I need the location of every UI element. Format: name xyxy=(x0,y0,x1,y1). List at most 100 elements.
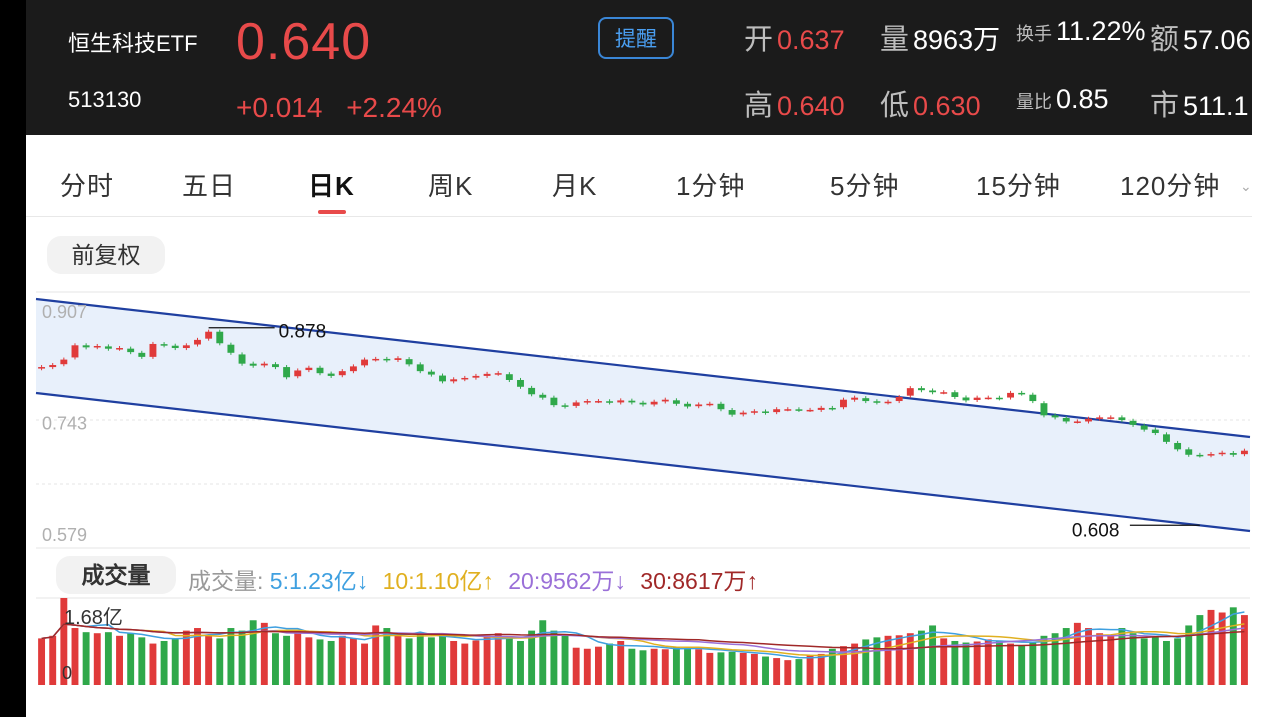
stat-volume: 量 8963万 xyxy=(880,24,1001,56)
tab-weekly-k[interactable]: 周K xyxy=(428,171,474,201)
security-code: 513130 xyxy=(68,87,142,112)
volume-bar xyxy=(650,648,658,685)
volume-bar xyxy=(995,640,1003,685)
tab-daily-k[interactable]: 日K xyxy=(308,171,355,201)
volume-bar xyxy=(606,643,614,685)
volume-bar xyxy=(1163,640,1170,685)
volume-bar xyxy=(862,639,870,685)
volume-bar xyxy=(628,648,636,685)
candle-body xyxy=(1107,417,1115,419)
volume-bar xyxy=(349,638,357,685)
volume-bar xyxy=(260,622,268,685)
candle-body xyxy=(1018,392,1026,395)
candle-body xyxy=(160,344,168,346)
volume-bar xyxy=(728,651,736,685)
candle-body xyxy=(1218,452,1226,455)
tab-five-day[interactable]: 五日 xyxy=(182,171,237,201)
volume-bar xyxy=(372,625,380,685)
candle-body xyxy=(461,377,469,380)
volume-bar xyxy=(227,628,235,685)
tab-monthly-k[interactable]: 月K xyxy=(552,171,598,201)
candle-body xyxy=(1140,425,1148,430)
volume-bar xyxy=(1229,607,1237,685)
candle-body xyxy=(706,403,714,406)
volume-bar xyxy=(416,633,424,685)
candle-body xyxy=(672,400,680,404)
volume-indicator-button[interactable]: 成交量 xyxy=(56,556,176,594)
volume-bar xyxy=(739,652,747,685)
remind-button[interactable]: 提醒 xyxy=(598,17,674,59)
candle-body xyxy=(1007,392,1014,398)
volume-zero-label: 0 xyxy=(62,663,72,683)
candle-body xyxy=(895,396,903,402)
channel-upper-line xyxy=(35,297,1251,439)
volume-bar xyxy=(149,643,157,685)
volume-bar xyxy=(383,628,391,685)
candle-body xyxy=(294,370,302,377)
candle-body xyxy=(873,401,881,403)
candle-body xyxy=(840,399,847,408)
volume-bar xyxy=(483,635,491,685)
volume-bar xyxy=(1218,612,1226,685)
volume-bar xyxy=(194,628,201,685)
volume-bar xyxy=(962,642,970,685)
candle-body xyxy=(316,367,324,374)
candle-body xyxy=(349,366,357,372)
stat-amount: 额 57.06 xyxy=(1150,24,1251,56)
chevron-down-icon[interactable]: ⌄ xyxy=(1240,178,1252,194)
candle-body xyxy=(973,397,981,400)
candle-body xyxy=(38,367,46,369)
candle-body xyxy=(606,401,614,403)
candle-body xyxy=(561,405,569,407)
volume-legend-prefix: 成交量: xyxy=(188,568,264,594)
volume-bar xyxy=(1073,622,1081,685)
tab-1min[interactable]: 1分钟 xyxy=(676,171,746,201)
price-axis-label: 0.743 xyxy=(42,414,87,434)
candle-body xyxy=(962,397,970,401)
volume-bar xyxy=(1085,628,1092,685)
volume-bar xyxy=(405,638,413,685)
left-frame xyxy=(0,0,26,717)
candle-body xyxy=(929,390,937,393)
tab-intraday[interactable]: 分时 xyxy=(60,171,115,201)
candle-body xyxy=(505,374,513,380)
candle-body xyxy=(82,345,90,348)
candle-body xyxy=(684,403,692,407)
ma10-legend: 10:1.10亿↑ xyxy=(382,568,494,594)
candle-body xyxy=(995,397,1003,400)
candle-body xyxy=(372,358,380,361)
candle-body xyxy=(1207,454,1215,456)
volume-bar xyxy=(717,652,725,685)
candle-body xyxy=(283,367,291,378)
volume-bar xyxy=(528,630,536,685)
volume-bar xyxy=(828,648,836,685)
stat-open: 开 0.637 xyxy=(744,24,845,56)
candle-body xyxy=(116,348,123,350)
candle-body xyxy=(940,392,948,394)
volume-bar xyxy=(984,639,992,685)
candle-body xyxy=(383,358,391,361)
candle-body xyxy=(817,407,825,410)
volume-bar xyxy=(104,632,112,685)
adjust-mode-button[interactable]: 前复权 xyxy=(47,236,165,274)
candle-body xyxy=(49,365,57,368)
candle-body xyxy=(1151,429,1159,434)
volume-bar xyxy=(1185,625,1193,685)
candle-body xyxy=(104,346,112,349)
volume-bar xyxy=(917,630,925,685)
tab-5min[interactable]: 5分钟 xyxy=(830,171,900,201)
candle-body xyxy=(305,367,313,371)
volume-bar xyxy=(1007,643,1014,685)
volume-bar xyxy=(138,637,146,685)
candle-body xyxy=(539,394,547,398)
volume-bar xyxy=(439,635,446,685)
candle-body xyxy=(149,343,157,357)
volume-bar xyxy=(1196,615,1204,685)
tab-15min[interactable]: 15分钟 xyxy=(976,171,1061,201)
tab-120min[interactable]: 120分钟 xyxy=(1120,171,1221,201)
volume-bar xyxy=(160,640,168,685)
last-price: 0.640 xyxy=(236,13,372,71)
candle-body xyxy=(182,345,190,349)
candle-body xyxy=(728,410,736,415)
